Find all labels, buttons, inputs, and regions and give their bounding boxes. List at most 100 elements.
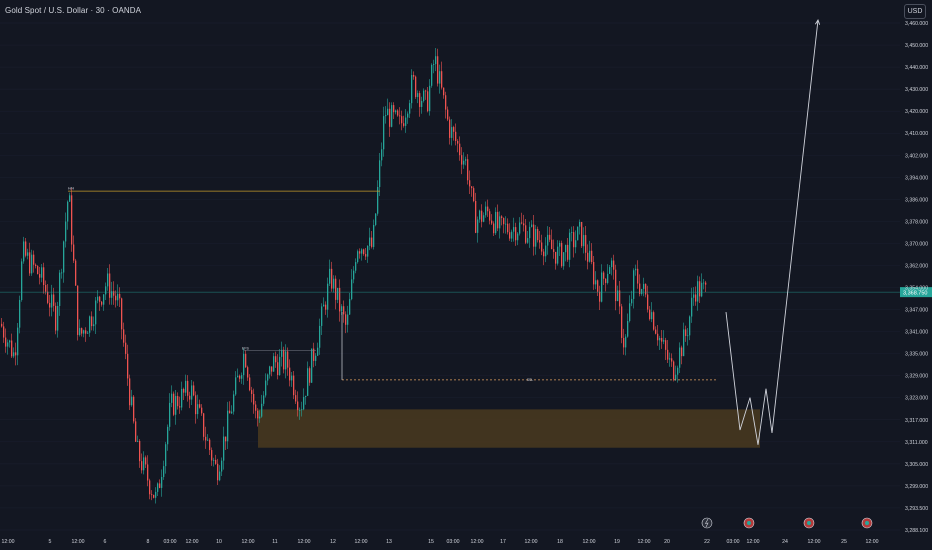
candle-body: [111, 291, 113, 298]
candle-body: [195, 395, 197, 415]
candle-body: [437, 56, 439, 84]
candle-body: [537, 228, 539, 241]
candle-body: [365, 254, 367, 257]
candle-body: [275, 356, 277, 363]
candle-body: [619, 290, 621, 307]
candle-body: [547, 234, 549, 246]
candle-body: [353, 270, 355, 280]
candle-body: [297, 401, 299, 411]
x-tick-label: 18: [557, 539, 563, 545]
candle-body: [5, 337, 7, 347]
candle-body: [165, 444, 167, 467]
candle-body: [203, 413, 205, 437]
candle-body: [581, 221, 583, 247]
candle-body: [429, 85, 431, 112]
candle-body: [695, 294, 697, 302]
x-tick-label: 12:00: [242, 539, 255, 545]
candle-body: [679, 347, 681, 368]
candle-body: [221, 460, 223, 472]
candle-body: [113, 291, 115, 296]
candle-body: [361, 249, 363, 254]
candle-body: [183, 388, 185, 393]
candle-body: [123, 329, 125, 343]
candle-body: [131, 396, 133, 406]
candle-body: [117, 293, 119, 301]
candle-body: [431, 64, 433, 86]
candle-body: [359, 251, 361, 254]
candle-body: [19, 300, 21, 328]
resistance-label: H/H: [68, 187, 75, 191]
candle-body: [87, 332, 89, 334]
candle-body: [13, 352, 15, 357]
candle-body: [305, 395, 307, 398]
candle-body: [125, 342, 127, 354]
candle-body: [217, 463, 219, 481]
candle-body: [95, 300, 97, 325]
grid: [0, 22, 900, 531]
candle-body: [345, 314, 347, 325]
x-tick-label: 03:00: [447, 539, 460, 545]
candle-body: [599, 291, 601, 302]
candle-body: [327, 283, 329, 310]
candle-body: [681, 347, 683, 357]
x-tick-label: 12:00: [525, 539, 538, 545]
candle-body: [403, 123, 405, 126]
flash-glyph: [704, 518, 709, 528]
candle-body: [81, 328, 83, 334]
candle-body: [499, 216, 501, 229]
candle-body: [455, 131, 457, 142]
candle-body: [625, 336, 627, 348]
candle-body: [231, 411, 233, 414]
candle-body: [639, 283, 641, 294]
candle-body: [637, 268, 639, 284]
x-tick-label: 12: [330, 539, 336, 545]
candle-body: [129, 378, 131, 406]
x-tick-label: 12:00: [638, 539, 651, 545]
candle-body: [267, 374, 269, 381]
candle-body: [413, 75, 415, 77]
candle-body: [665, 340, 667, 350]
candle-body: [377, 186, 379, 214]
y-tick-label: 3,323.000: [905, 396, 928, 402]
candle-body: [585, 235, 587, 253]
candle-body: [395, 110, 397, 113]
candle-body: [77, 285, 79, 335]
candle-body: [527, 238, 529, 243]
candle-body: [559, 242, 561, 247]
candle-body: [457, 141, 459, 144]
candle-body: [515, 227, 517, 241]
candle-body: [589, 250, 591, 262]
candle-body: [551, 239, 553, 250]
candle-body: [161, 476, 163, 488]
candle-body: [287, 351, 289, 368]
candle-body: [339, 287, 341, 312]
candle-body: [219, 471, 221, 481]
y-tick-label: 3,386.000: [905, 197, 928, 203]
candle-body: [233, 394, 235, 412]
candle-body: [299, 409, 301, 411]
annotation-lines: H/H EFS SSL 3,368.750: [0, 19, 932, 445]
candle-body: [541, 242, 543, 252]
x-tick-label: 03:00: [727, 539, 740, 545]
demand-zone-box: [258, 409, 760, 448]
candle-body: [185, 380, 187, 393]
candle-body: [509, 232, 511, 239]
candle-body: [523, 223, 525, 226]
candle-body: [295, 395, 297, 402]
candle-body: [565, 244, 567, 253]
currency-button[interactable]: USD: [904, 4, 926, 19]
candle-body: [209, 439, 211, 451]
x-tick-label: 10: [216, 539, 222, 545]
candle-body: [61, 272, 63, 274]
candles: [1, 48, 707, 504]
candle-body: [653, 312, 655, 330]
candle-body: [469, 180, 471, 187]
candle-body: [73, 244, 75, 261]
candle-body: [549, 234, 551, 240]
flag-glyph: [747, 521, 751, 525]
candle-body: [63, 241, 65, 273]
y-tick-label: 3,370.000: [905, 241, 928, 247]
candle-body: [621, 306, 623, 338]
candle-body: [215, 459, 217, 464]
